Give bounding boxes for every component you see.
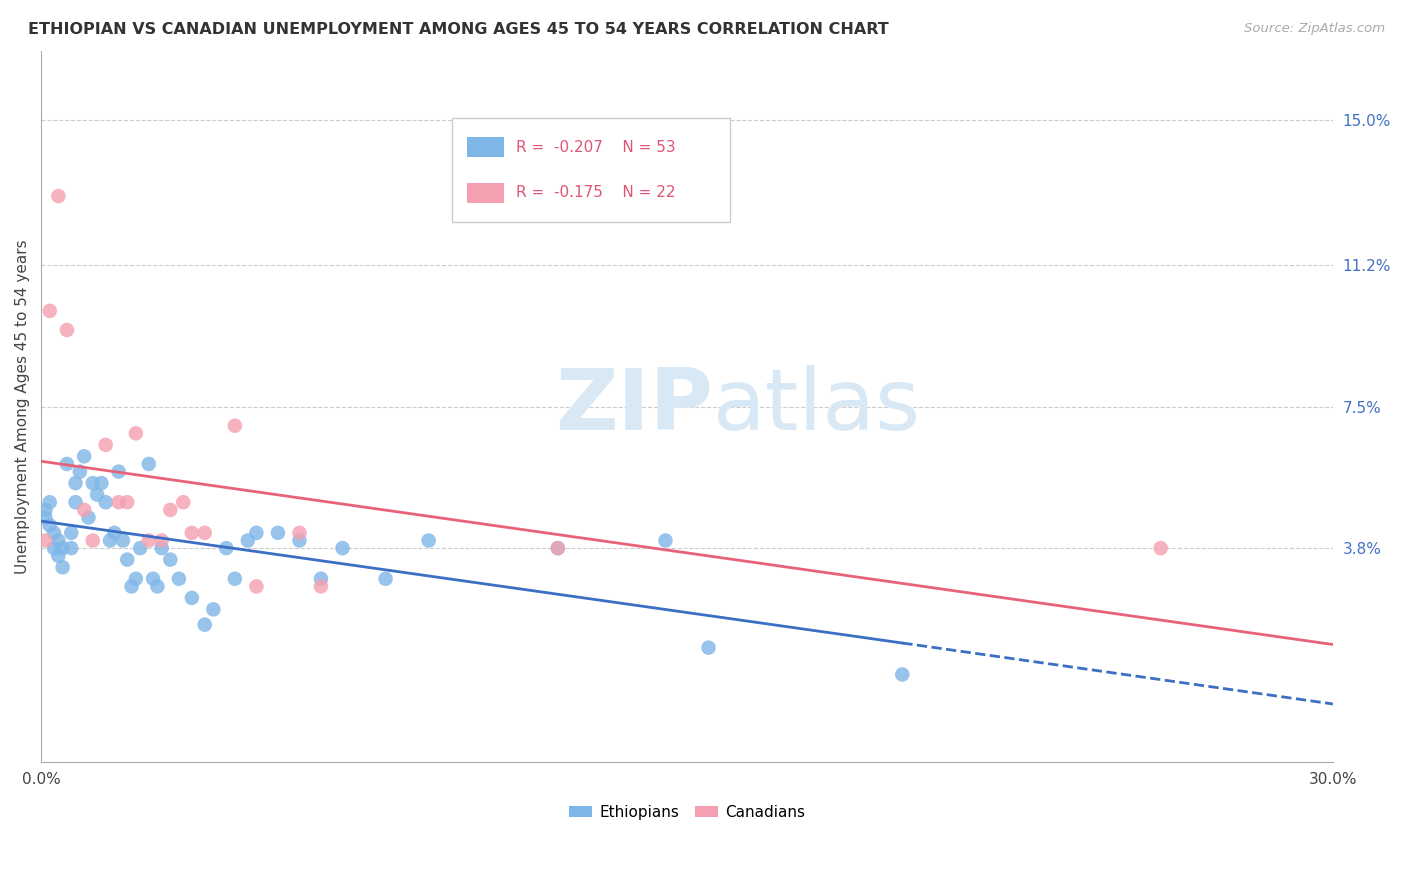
Point (34, 503, 56, 517)
Point (46, 533, 69, 548)
Point (103, 525, 125, 540)
Point (172, 495, 194, 509)
Point (159, 503, 181, 517)
Point (111, 533, 134, 548)
Point (34, 533, 56, 548)
Point (42, 525, 65, 540)
Point (374, 572, 396, 586)
Point (138, 457, 160, 471)
Point (56, 323, 79, 337)
Text: ZIP: ZIP (555, 365, 713, 448)
Point (150, 533, 173, 548)
Point (82, 533, 104, 548)
Point (69, 465, 91, 479)
Point (46, 189, 69, 203)
Point (38, 518, 60, 533)
Point (52, 541, 75, 556)
Point (180, 525, 202, 540)
FancyBboxPatch shape (467, 183, 503, 202)
Point (107, 465, 129, 479)
Point (180, 591, 202, 605)
Point (194, 617, 217, 632)
Point (138, 533, 160, 548)
Point (82, 476, 104, 491)
Point (129, 541, 152, 556)
Point (215, 541, 238, 556)
Point (38, 304, 60, 318)
Point (52, 560, 75, 574)
Point (654, 533, 676, 548)
Point (34, 510, 56, 524)
Point (65, 476, 87, 491)
Point (332, 541, 354, 556)
Point (167, 572, 190, 586)
Point (56, 457, 79, 471)
FancyBboxPatch shape (451, 119, 730, 221)
Point (98, 533, 121, 548)
Point (418, 533, 440, 548)
Point (236, 533, 259, 548)
Point (697, 640, 720, 655)
Point (65, 495, 87, 509)
Point (288, 533, 311, 548)
Point (146, 579, 169, 593)
Point (891, 667, 914, 681)
Point (77, 510, 100, 524)
Point (267, 525, 290, 540)
Legend: Ethiopians, Canadians: Ethiopians, Canadians (562, 798, 811, 826)
Text: ETHIOPIAN VS CANADIAN UNEMPLOYMENT AMONG AGES 45 TO 54 YEARS CORRELATION CHART: ETHIOPIAN VS CANADIAN UNEMPLOYMENT AMONG… (28, 22, 889, 37)
Point (115, 552, 138, 566)
Point (142, 572, 165, 586)
Y-axis label: Unemployment Among Ages 45 to 54 years: Unemployment Among Ages 45 to 54 years (15, 239, 30, 574)
Point (224, 418, 246, 433)
FancyBboxPatch shape (467, 137, 503, 157)
Point (125, 426, 148, 441)
Point (245, 525, 267, 540)
Point (224, 572, 246, 586)
Text: atlas: atlas (713, 365, 921, 448)
Point (86, 487, 108, 501)
Text: R =  -0.175    N = 22: R = -0.175 N = 22 (516, 186, 676, 200)
Point (194, 525, 217, 540)
Point (245, 579, 267, 593)
Point (288, 525, 311, 540)
Point (115, 495, 138, 509)
Point (46, 549, 69, 563)
Point (60, 541, 83, 556)
Point (107, 495, 129, 509)
Point (121, 579, 143, 593)
Point (1150, 541, 1173, 556)
Point (150, 541, 173, 556)
Point (90, 476, 112, 491)
Point (42, 541, 65, 556)
Point (309, 572, 332, 586)
Point (159, 552, 181, 566)
Point (60, 525, 83, 540)
Point (125, 572, 148, 586)
Point (94, 495, 117, 509)
Point (38, 495, 60, 509)
Point (547, 541, 569, 556)
Text: Source: ZipAtlas.com: Source: ZipAtlas.com (1244, 22, 1385, 36)
Point (94, 438, 117, 452)
Point (547, 541, 569, 556)
Text: R =  -0.207    N = 53: R = -0.207 N = 53 (516, 140, 676, 154)
Point (202, 602, 225, 616)
Point (73, 503, 96, 517)
Point (73, 450, 96, 464)
Point (309, 579, 332, 593)
